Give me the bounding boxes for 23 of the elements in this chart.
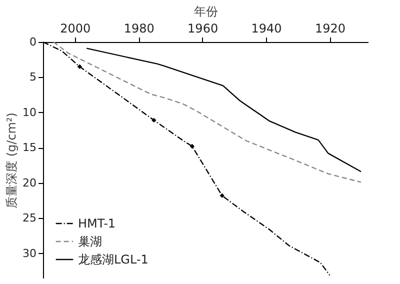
y-tick-label: 5 bbox=[30, 70, 36, 84]
y-tick-label: 10 bbox=[22, 106, 36, 119]
point bbox=[220, 193, 224, 198]
point bbox=[152, 118, 156, 123]
y-tick-label: 0 bbox=[30, 36, 36, 48]
x-tick-label: 2000 bbox=[60, 22, 91, 36]
line-series bbox=[86, 48, 362, 172]
y-tick-label: 30 bbox=[22, 246, 36, 260]
legend-label: 巢湖 bbox=[78, 234, 102, 248]
y-tick-label: 25 bbox=[22, 212, 36, 225]
y-axis-title: 质量深度 (g/cm²) bbox=[4, 112, 19, 208]
x-tick-label: 1960 bbox=[188, 22, 218, 36]
y-tick-label: 15 bbox=[22, 141, 36, 154]
legend-label: HMT-1 bbox=[78, 216, 116, 230]
line-series bbox=[52, 41, 362, 183]
point bbox=[190, 144, 194, 149]
y-tick-label: 20 bbox=[22, 176, 36, 190]
x-tick-label: 1940 bbox=[251, 22, 282, 36]
x-tick-label: 1980 bbox=[124, 22, 154, 36]
x-tick-label: 1920 bbox=[314, 22, 346, 36]
legend-label: 龙感湖LGL-1 bbox=[78, 252, 148, 266]
x-axis-title: 年份 bbox=[194, 4, 218, 18]
point bbox=[77, 64, 82, 69]
